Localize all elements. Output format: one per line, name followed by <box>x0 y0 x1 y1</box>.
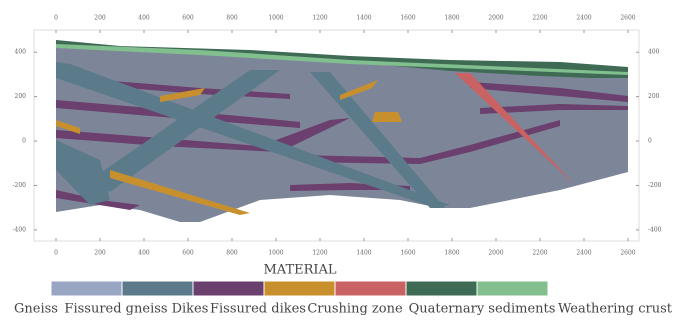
y-tick-label: 0 <box>22 138 26 145</box>
legend-swatch <box>193 281 264 296</box>
y-tick-label: -200 <box>648 182 662 189</box>
x-tick-label: 400 <box>138 250 150 257</box>
legend-label: Dikes <box>172 302 209 317</box>
legend-label: Quaternary sediments <box>409 302 556 317</box>
fissured-dikes <box>372 112 402 122</box>
y-tick-label: -400 <box>648 226 662 233</box>
x-tick-label: 0 <box>54 250 58 257</box>
x-tick-label: 2600 <box>620 15 635 22</box>
x-tick-label: 1800 <box>444 250 459 257</box>
x-tick-label: 2200 <box>532 250 547 257</box>
y-tick-label: 200 <box>648 93 660 100</box>
x-tick-label: 1800 <box>444 15 459 22</box>
legend-label: Fissured gneiss <box>64 302 167 317</box>
legend-title: MATERIAL <box>263 263 336 278</box>
legend-swatch <box>335 281 406 296</box>
x-tick-label: 200 <box>94 15 106 22</box>
x-tick-label: 1000 <box>268 15 283 22</box>
x-tick-label: 1400 <box>356 250 371 257</box>
legend-swatch <box>122 281 193 296</box>
legend-label: Crushing zone <box>307 302 403 317</box>
y-tick-label: 400 <box>648 49 660 56</box>
x-tick-label: 2400 <box>576 250 591 257</box>
x-tick-label: 400 <box>138 15 150 22</box>
legend-swatch <box>406 281 477 296</box>
x-tick-label: 2000 <box>488 15 503 22</box>
x-tick-label: 2600 <box>620 250 635 257</box>
x-tick-label: 600 <box>182 15 194 22</box>
x-tick-label: 800 <box>226 15 238 22</box>
legend-swatch <box>51 281 122 296</box>
legend-label: Gneiss <box>14 302 58 317</box>
x-tick-label: 2400 <box>576 15 591 22</box>
x-tick-label: 0 <box>54 15 58 22</box>
x-tick-label: 1600 <box>400 250 415 257</box>
x-tick-label: 2200 <box>532 15 547 22</box>
x-tick-label: 1600 <box>400 15 415 22</box>
y-tick-label: -400 <box>13 226 27 233</box>
x-tick-label: 1200 <box>312 250 327 257</box>
y-tick-label: 0 <box>648 138 652 145</box>
chart: 0 0 200 200 400 400 600 600 800 800 1000 1000 1200 12… <box>0 0 685 318</box>
x-tick-label: 1000 <box>268 250 283 257</box>
legend-swatch <box>477 281 548 296</box>
x-tick-label: 1400 <box>356 15 371 22</box>
section-shapes <box>56 40 628 222</box>
y-tick-label: 400 <box>15 49 27 56</box>
legend-label: Fissured dikes <box>210 302 306 317</box>
y-tick-label: 200 <box>15 93 27 100</box>
x-tick-label: 200 <box>94 250 106 257</box>
x-tick-label: 2000 <box>488 250 503 257</box>
y-tick-label: -200 <box>13 182 27 189</box>
x-tick-label: 1200 <box>312 15 327 22</box>
x-tick-label: 800 <box>226 250 238 257</box>
legend-label: Weathering crust <box>558 302 673 317</box>
legend-swatch <box>264 281 335 296</box>
x-tick-label: 600 <box>182 250 194 257</box>
